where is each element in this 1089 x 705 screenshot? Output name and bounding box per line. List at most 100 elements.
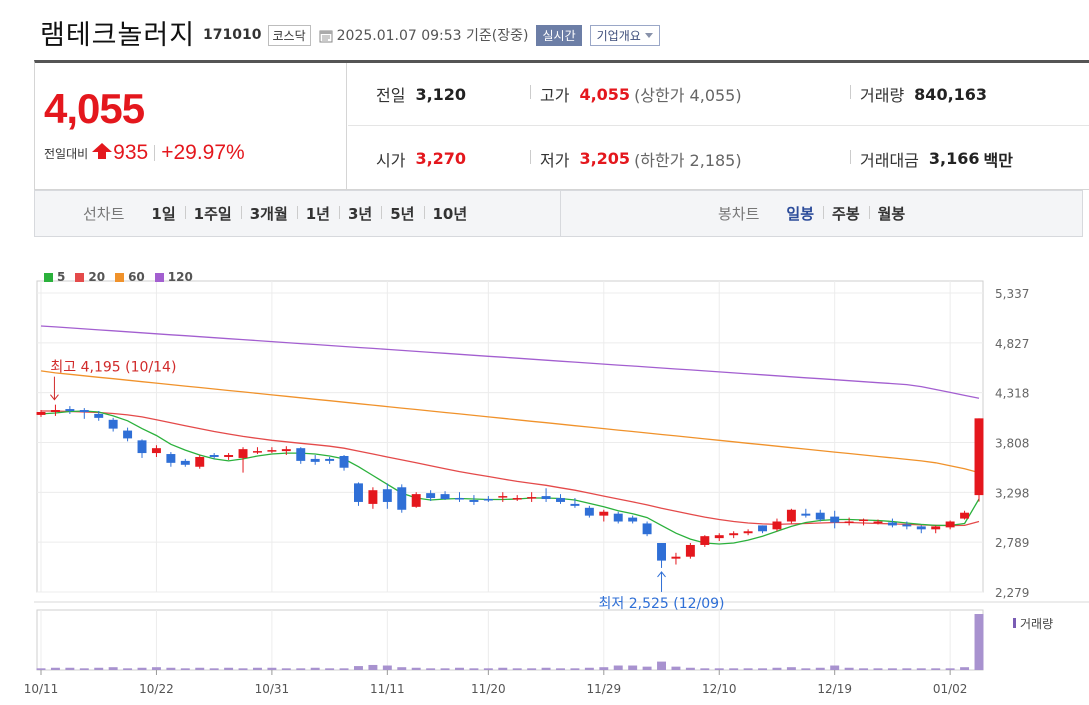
open-price: 시가 3,270 (376, 147, 466, 171)
chart-tabs: 선차트 1일 1주일 3개월 1년 3년 5년 10년 봉차트 일봉 주봉 월봉 (34, 190, 1083, 237)
y-tick-label: 4,318 (995, 387, 1029, 401)
candle-body (238, 449, 248, 458)
line-chart-label: 선차트 (83, 205, 125, 223)
volume-bar (469, 668, 479, 670)
change-row: 전일대비 935 +29.97% (44, 141, 245, 165)
candle-body (772, 521, 782, 530)
high-value: 4,055 (579, 84, 631, 104)
candle-body (123, 430, 133, 439)
volume-bar (455, 667, 464, 670)
tab-monthly[interactable]: 월봉 (868, 203, 915, 224)
candle-body (498, 496, 508, 498)
volume-bar (945, 668, 955, 670)
candle-body (830, 516, 840, 523)
volume-bar (166, 667, 176, 670)
candle-body (613, 513, 623, 522)
volume-bar (772, 667, 782, 670)
x-tick-label: 11/11 (370, 682, 405, 696)
candle-body (281, 449, 291, 452)
divider (850, 85, 851, 99)
realtime-button[interactable]: 실시간 (536, 24, 582, 46)
volume-bar (902, 668, 912, 670)
plot-frame (36, 280, 984, 593)
stock-code: 171010 (203, 27, 262, 43)
candle-body (541, 496, 551, 500)
low-price: 저가 3,205 (하한가 2,185) (530, 147, 742, 171)
company-name: 램테크놀러지 (40, 19, 196, 51)
tab-1w[interactable]: 1주일 (184, 203, 241, 224)
volume-bar (180, 668, 190, 670)
low-value: 3,205 (579, 149, 631, 168)
change-percent: +29.97% (161, 141, 245, 164)
volume-bar (786, 667, 796, 670)
change-amount: 935 (113, 141, 149, 164)
chevron-down-icon (644, 32, 653, 38)
legend-label: 120 (167, 270, 193, 284)
volume-bar (873, 668, 883, 670)
candle-body (815, 512, 825, 520)
ma5-line (40, 410, 980, 545)
candle-body (743, 531, 753, 534)
volume-legend-swatch (1013, 618, 1016, 628)
volume-bar (556, 668, 565, 670)
volume-bar (685, 667, 695, 670)
candle-body (974, 418, 984, 496)
trade-amount-unit: 백만 (983, 150, 1013, 170)
volume: 거래량 840,163 (850, 82, 987, 106)
legend-ma20: 20 (75, 270, 105, 284)
stock-chart: 5 20 60 120 5,337 4,827 4,318 3,808 3,298 2,7… (0, 240, 1089, 705)
quote-panel: 4,055 전일대비 935 +29.97% 전일 3,120 고가 4,055… (34, 60, 1089, 190)
candle-body (512, 498, 522, 500)
candle-body (873, 521, 883, 524)
candle-body (642, 523, 652, 535)
volume-bar (541, 667, 551, 670)
trade-amount: 거래대금 3,166 백만 (850, 147, 1013, 171)
volume-label: 거래량 (860, 86, 905, 105)
candle-body (599, 511, 609, 516)
candle-body (166, 454, 176, 463)
candle-body (252, 451, 262, 453)
tab-3m[interactable]: 3개월 (240, 203, 297, 224)
candle-body (426, 493, 436, 499)
volume-bar (397, 667, 407, 670)
stats-row-1: 전일 3,120 고가 4,055 (상한가 4,055) 거래량 840,16… (348, 63, 1089, 126)
legend-swatch (115, 272, 125, 282)
volume-bar (209, 668, 219, 670)
volume-bar (743, 668, 753, 670)
candle-body (916, 526, 926, 530)
candle-body (94, 413, 104, 418)
legend-label: 20 (88, 270, 106, 284)
tab-daily[interactable]: 일봉 (786, 205, 815, 223)
volume-bar (642, 666, 652, 670)
y-tick-label: 3,298 (995, 486, 1029, 500)
legend-swatch (75, 272, 85, 282)
volume-bar (859, 668, 869, 670)
volume-bar (512, 668, 522, 670)
tab-5y[interactable]: 5년 (381, 203, 423, 224)
tab-1d[interactable]: 1일 (151, 205, 176, 223)
candle-chart-label: 봉차트 (718, 205, 760, 223)
volume-bar (584, 667, 594, 670)
stats-row-2: 시가 3,270 저가 3,205 (하한가 2,185) 거래대금 3,166… (348, 127, 1089, 190)
candle-body (209, 455, 219, 457)
volume-bar (599, 667, 609, 670)
legend-label: 5 (57, 270, 66, 284)
tab-3y[interactable]: 3년 (339, 203, 381, 224)
divider (850, 149, 851, 164)
candle-body (180, 460, 190, 465)
corp-info-dropdown[interactable]: 기업개요 (589, 24, 660, 46)
change-label: 전일대비 (44, 146, 89, 161)
corp-info-label: 기업개요 (596, 28, 641, 43)
volume-bar (440, 668, 450, 670)
candle-body (628, 517, 638, 522)
candle-body (758, 525, 768, 532)
divider (530, 149, 531, 164)
tab-10y[interactable]: 10년 (423, 203, 477, 224)
volume-bar (50, 667, 60, 670)
volume-bar (700, 668, 710, 670)
tab-1y[interactable]: 1년 (296, 203, 339, 224)
current-price-panel: 4,055 전일대비 935 +29.97% (35, 63, 347, 190)
tab-weekly[interactable]: 주봉 (823, 203, 869, 224)
candle-body (844, 521, 854, 524)
x-tick-label: 12/19 (817, 682, 852, 696)
